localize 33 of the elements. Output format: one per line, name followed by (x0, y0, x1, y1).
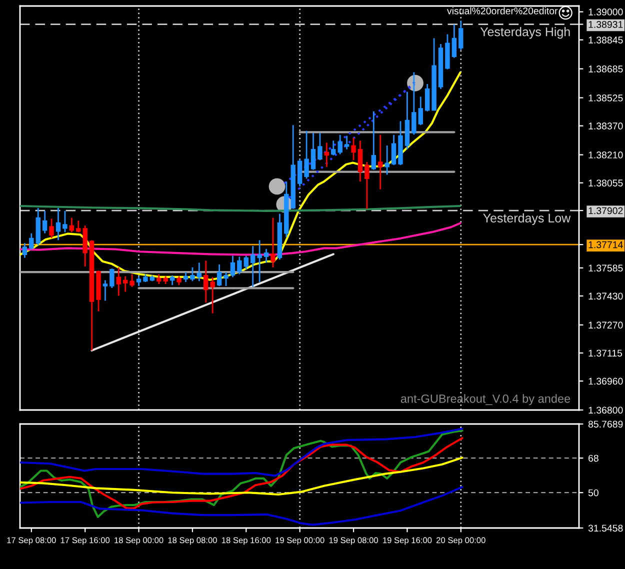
x-tick-label: 19 Sep 08:00 (329, 537, 378, 545)
y-tick-label: 1.38210 (588, 152, 623, 158)
y-tick-label: 1.38370 (588, 122, 623, 130)
y-tick-label: 1.38931 (588, 21, 623, 28)
y-tick-label: 1.37270 (588, 322, 623, 329)
annotation: visual%20order%20editor (447, 7, 558, 14)
ref-line-label: Yesterdays High (480, 27, 570, 39)
x-tick-label: 17 Sep 16:00 (60, 537, 110, 545)
y-tick-label: 50 (588, 489, 598, 496)
y-tick-label: 1.36800 (588, 406, 623, 414)
y-tick-label: 1.36960 (588, 378, 623, 385)
x-tick-label: 19 Sep 16:00 (383, 537, 432, 545)
annotation: ant-GUBreakout_V.0.4 by andee (400, 394, 570, 406)
x-tick-label: 18 Sep 08:00 (168, 537, 217, 545)
ref-line-label: Yesterdays Low (483, 213, 571, 225)
x-tick-label: 17 Sep 08:00 (7, 537, 56, 545)
y-tick-label: 1.38055 (588, 180, 623, 186)
y-tick-label: 1.38525 (588, 94, 623, 102)
y-tick-label: 1.37902 (588, 207, 623, 214)
y-tick-label: 1.38845 (588, 36, 623, 44)
y-tick-label: 31.5458 (588, 524, 623, 532)
y-tick-label: 1.37430 (588, 292, 623, 300)
y-tick-label: 1.37115 (588, 350, 622, 357)
y-tick-label: 1.39000 (588, 8, 623, 16)
x-tick-label: 19 Sep 00:00 (276, 537, 324, 545)
y-tick-label: 85.7689 (588, 420, 623, 428)
y-tick-label: 68 (588, 454, 598, 462)
y-tick-label: 1.37714 (588, 241, 623, 248)
y-tick-label: 1.38685 (588, 66, 623, 72)
y-tick-label: 1.37585 (588, 264, 623, 272)
x-tick-label: 20 Sep 00:00 (436, 537, 486, 545)
x-tick-label: 18 Sep 16:00 (222, 537, 271, 545)
x-tick-label: 18 Sep 00:00 (114, 537, 164, 545)
